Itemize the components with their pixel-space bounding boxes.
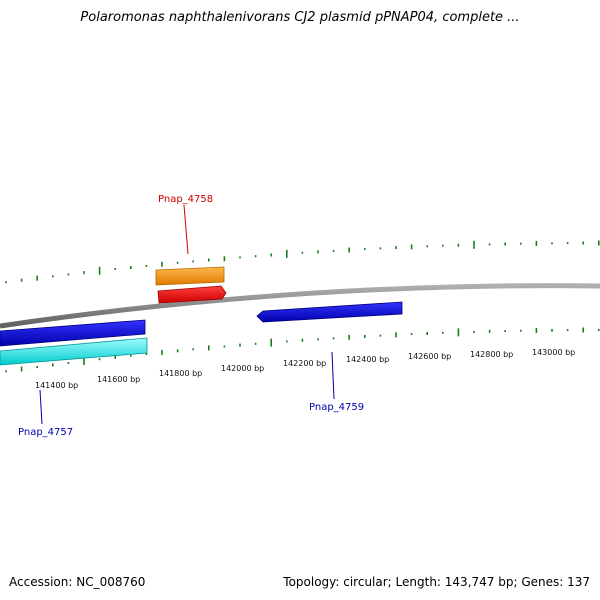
gene-feature-orange — [155, 266, 225, 286]
gene-feature-red-arrow — [157, 285, 227, 304]
leader-line-pnap-4759 — [331, 351, 335, 400]
tick-label: 142200 bp — [283, 359, 326, 368]
gene-label-pnap-4758[interactable]: Pnap_4758 — [158, 194, 213, 205]
gc-skew-track-lower — [5, 327, 600, 373]
gene-label-pnap-4757[interactable]: Pnap_4757 — [18, 427, 73, 438]
gene-feature-cyan — [0, 337, 148, 366]
gc-skew-track-upper — [5, 240, 600, 284]
gene-pnap-4757[interactable] — [0, 319, 148, 366]
tick-label: 141600 bp — [97, 375, 140, 384]
leader-line-pnap-4758 — [183, 204, 189, 255]
genome-backbone — [0, 283, 600, 329]
tick-label: 142000 bp — [221, 364, 264, 373]
leader-line-pnap-4757 — [39, 389, 43, 425]
tick-label: 142400 bp — [346, 355, 389, 364]
gene-label-pnap-4759[interactable]: Pnap_4759 — [309, 402, 364, 413]
tick-label: 142600 bp — [408, 352, 451, 361]
tick-label: 141400 bp — [35, 381, 78, 390]
tick-label: 142800 bp — [470, 350, 513, 359]
tick-label: 143000 bp — [532, 348, 575, 357]
gene-feature-blue-arrow — [256, 301, 403, 323]
accession-label: Accession: NC_008760 — [9, 575, 146, 589]
gene-pnap-4759[interactable] — [256, 301, 403, 323]
coordinate-axis-labels: 141400 bp 141600 bp 141800 bp 142000 bp … — [35, 348, 575, 390]
map-title: Polaromonas naphthalenivorans CJ2 plasmi… — [80, 10, 520, 25]
gene-pnap-4758[interactable] — [155, 266, 227, 304]
tick-label: 141800 bp — [159, 369, 202, 378]
topology-summary: Topology: circular; Length: 143,747 bp; … — [283, 575, 590, 589]
gene-feature-blue — [0, 319, 146, 347]
